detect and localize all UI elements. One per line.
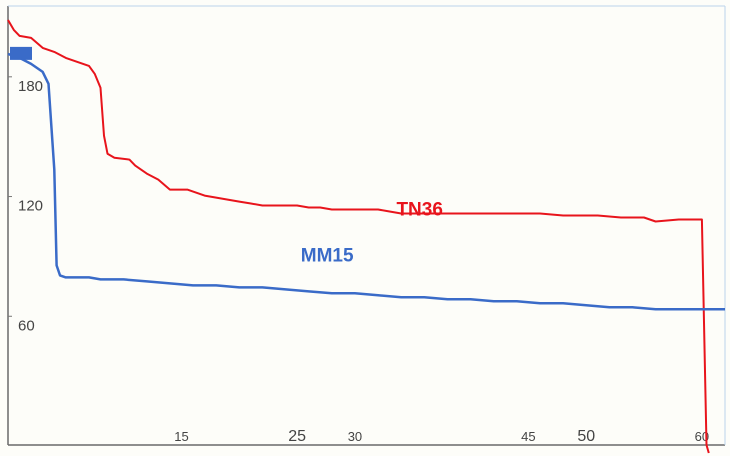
series-marker-mm15 xyxy=(10,46,32,60)
series-line-tn36 xyxy=(7,19,710,454)
x-tick-label: 25 xyxy=(288,428,306,445)
series-line-mm15 xyxy=(7,52,725,311)
x-tick-label: 30 xyxy=(348,429,362,444)
x-tick-label: 50 xyxy=(577,428,595,445)
series-layer xyxy=(7,19,725,454)
y-tick-label: 180 xyxy=(18,78,43,95)
chart-frame xyxy=(7,5,726,446)
series-labels: TN36 MM15 xyxy=(301,200,443,267)
x-tick-label: 45 xyxy=(521,429,535,444)
y-tick-label: 60 xyxy=(18,317,35,334)
x-tick-label: 15 xyxy=(174,429,188,444)
series-label-mm15: MM15 xyxy=(301,245,354,266)
y-tick-label: 120 xyxy=(18,198,43,215)
plot-area xyxy=(8,6,725,445)
series-label-tn36: TN36 xyxy=(396,200,442,221)
